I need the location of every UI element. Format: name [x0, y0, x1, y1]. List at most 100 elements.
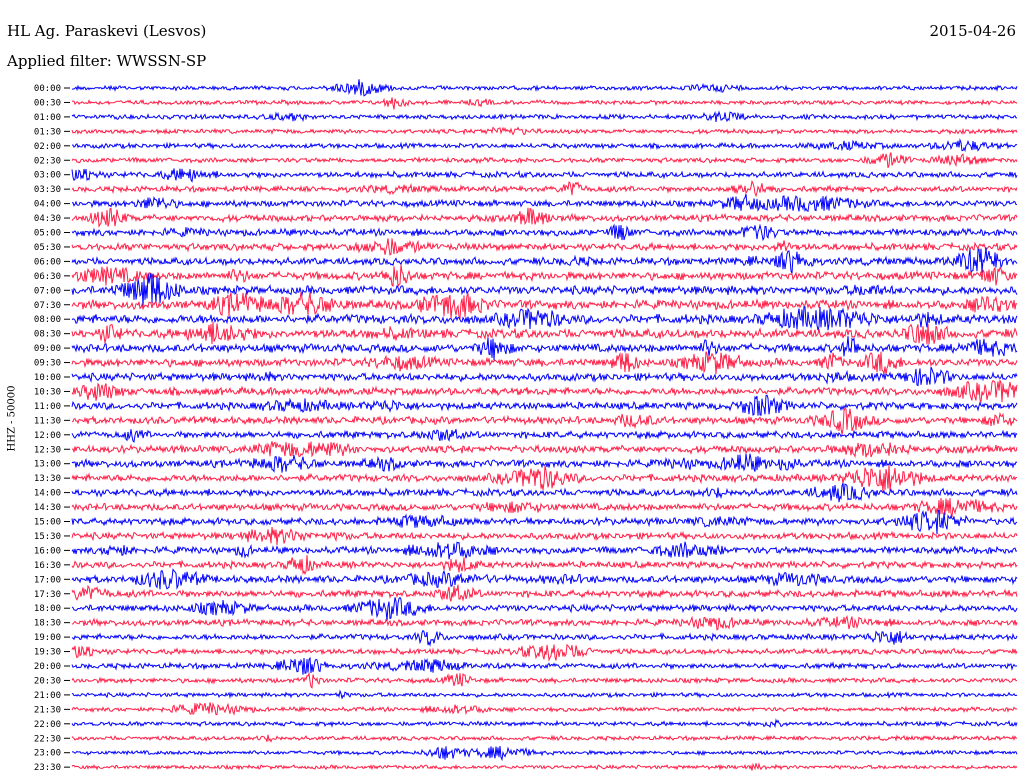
row-tick-label: 11:30 — [34, 416, 61, 426]
trace-1130 — [71, 406, 1018, 435]
row-tick-label: 00:00 — [34, 84, 61, 94]
row-tick-label: 09:00 — [34, 344, 61, 354]
trace-1530 — [71, 526, 1018, 545]
row-tick-label: 13:30 — [34, 474, 61, 484]
row-tick-label: 17:00 — [34, 575, 61, 585]
row-tick-label: 12:00 — [34, 431, 61, 441]
trace-0400 — [71, 193, 1018, 213]
trace-0900 — [71, 336, 1018, 361]
filter-label: Applied filter: WWSSN-SP — [7, 52, 207, 70]
row-tick-label: 00:30 — [34, 98, 61, 108]
row-tick-label: 08:30 — [34, 330, 61, 340]
trace-1300 — [71, 453, 1018, 473]
row-tick-label: 04:30 — [34, 214, 61, 224]
trace-0300 — [71, 168, 1018, 183]
row-tick-label: 23:30 — [34, 763, 61, 773]
trace-0000 — [71, 79, 1018, 97]
trace-2000 — [71, 656, 1018, 675]
trace-0500 — [71, 223, 1018, 242]
row-tick-label: 19:30 — [34, 648, 61, 658]
trace-0930 — [71, 351, 1018, 375]
row-tick-label: 02:30 — [34, 156, 61, 166]
trace-0700 — [71, 273, 1018, 307]
row-tick-label: 10:00 — [34, 373, 61, 383]
row-tick-label: 22:30 — [34, 734, 61, 744]
row-tick-label: 08:00 — [34, 315, 61, 325]
row-tick-label: 09:30 — [34, 359, 61, 369]
trace-0030 — [71, 97, 1018, 110]
trace-1730 — [71, 584, 1018, 602]
trace-2130 — [71, 702, 1018, 716]
row-tick-label: 17:30 — [34, 590, 61, 600]
trace-1330 — [71, 464, 1017, 492]
row-tick-label: 14:30 — [34, 503, 61, 513]
row-tick-label: 15:00 — [34, 518, 61, 528]
row-tick-label: 21:00 — [34, 691, 61, 701]
trace-1000 — [71, 366, 1018, 387]
trace-1030 — [71, 378, 1018, 404]
row-tick-label: 19:00 — [34, 633, 61, 643]
row-tick-label: 03:30 — [34, 185, 61, 195]
row-tick-label: 15:30 — [34, 532, 61, 542]
trace-0830 — [71, 321, 1018, 345]
trace-1700 — [71, 568, 1018, 590]
row-tick-label: 02:00 — [34, 142, 61, 152]
row-tick-label: 06:30 — [34, 272, 61, 282]
row-tick-label: 01:30 — [34, 127, 61, 137]
trace-1430 — [71, 497, 1018, 518]
row-tick-label: 22:00 — [34, 720, 61, 730]
row-tick-label: 05:30 — [34, 243, 61, 253]
trace-1100 — [71, 394, 1018, 416]
trace-0230 — [71, 152, 1018, 168]
trace-0630 — [71, 264, 1018, 289]
trace-1230 — [71, 441, 1018, 459]
row-tick-label: 01:00 — [34, 113, 61, 123]
trace-1200 — [71, 428, 1018, 443]
trace-0100 — [71, 110, 1017, 123]
trace-1500 — [71, 509, 1018, 535]
row-tick-label: 03:00 — [34, 171, 61, 181]
trace-group — [71, 79, 1018, 771]
record-date: 2015-04-26 — [929, 22, 1016, 40]
trace-0800 — [71, 305, 1018, 331]
row-tick-label: 13:00 — [34, 460, 61, 470]
row-tick-label: 23:00 — [34, 749, 61, 759]
row-tick-label: 11:00 — [34, 402, 61, 412]
trace-1630 — [71, 555, 1018, 576]
row-tick-label: 06:00 — [34, 257, 61, 267]
trace-2200 — [71, 718, 1018, 729]
row-tick-label: 14:00 — [34, 489, 61, 499]
row-tick-label: 04:00 — [34, 200, 61, 210]
row-tick-label: 12:30 — [34, 445, 61, 455]
row-tick-label: 05:00 — [34, 229, 61, 239]
trace-0730 — [71, 291, 1018, 320]
trace-2230 — [71, 734, 1017, 743]
trace-0200 — [71, 138, 1018, 153]
trace-0330 — [71, 179, 1018, 198]
trace-0130 — [71, 126, 1018, 136]
row-tick-label: 10:30 — [34, 387, 61, 397]
trace-2030 — [71, 671, 1018, 689]
trace-1800 — [71, 596, 1018, 621]
trace-1400 — [71, 482, 1018, 503]
trace-0430 — [71, 207, 1018, 228]
row-tick-label: 07:30 — [34, 301, 61, 311]
trace-0530 — [71, 238, 1018, 256]
row-tick-label: 18:30 — [34, 619, 61, 629]
row-tick-label: 18:00 — [34, 604, 61, 614]
trace-2300 — [71, 746, 1018, 762]
row-tick-label: 20:30 — [34, 676, 61, 686]
trace-1930 — [71, 643, 1018, 662]
trace-1900 — [71, 629, 1018, 647]
row-tick-label: 21:30 — [34, 705, 61, 715]
tick-label-group: 00:00 00:30 01:00 01:30 02:00 02:30 03:00 03:30… — [34, 84, 70, 773]
row-tick-label: 16:30 — [34, 561, 61, 571]
trace-1830 — [71, 614, 1018, 631]
trace-2330 — [71, 762, 1018, 771]
station-title: HL Ag. Paraskevi (Lesvos) — [7, 22, 207, 40]
trace-2100 — [71, 689, 1018, 699]
row-tick-label: 20:00 — [34, 662, 61, 672]
trace-0600 — [71, 247, 1018, 274]
row-tick-label: 07:00 — [34, 286, 61, 296]
